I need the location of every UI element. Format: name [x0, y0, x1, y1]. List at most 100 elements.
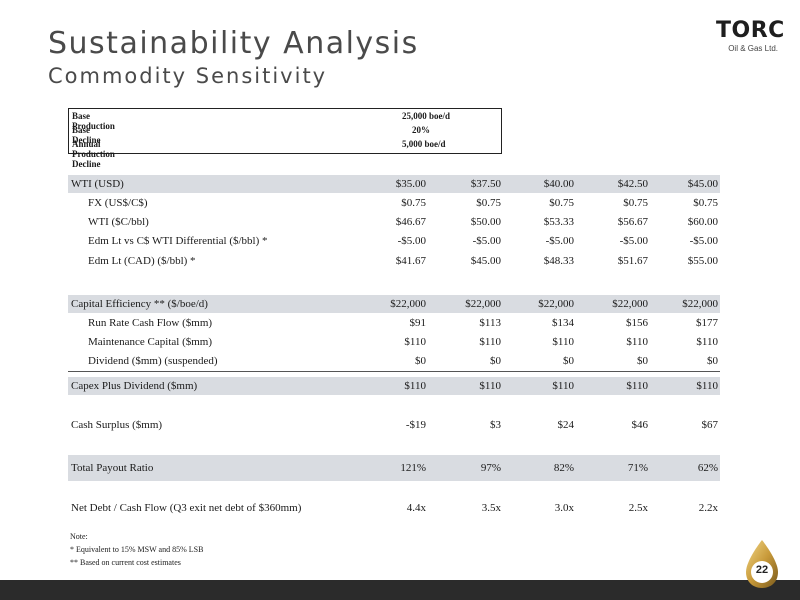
row-value: -$5.00 [689, 235, 718, 247]
table-row-run-rate-cash-flow: Run Rate Cash Flow ($mm) $91 $113 $134 $… [68, 314, 720, 332]
row-label: Edm Lt (CAD) ($/bbl) * [88, 255, 196, 267]
row-value: $0 [563, 355, 574, 367]
table-row-edm-lt: Edm Lt (CAD) ($/bbl) * $41.67 $45.00 $48… [68, 252, 720, 270]
footnote-heading: Note: [70, 532, 88, 541]
row-value: $0.75 [623, 197, 648, 209]
row-value: $0.75 [693, 197, 718, 209]
company-logo: TORC Oil & Gas Ltd. [706, 18, 786, 58]
row-value: $37.50 [470, 178, 501, 190]
table-row-wti-cad: WTI ($C/bbl) $46.67 $50.00 $53.33 $56.67… [68, 213, 720, 231]
row-value: 82% [553, 462, 574, 474]
row-value: 62% [697, 462, 718, 474]
base-label: Base Production [72, 111, 115, 131]
row-value: $0.75 [401, 197, 426, 209]
row-value: 4.4x [406, 502, 426, 514]
table-row-differential: Edm Lt vs C$ WTI Differential ($/bbl) * … [68, 232, 720, 250]
row-value: $110 [626, 336, 648, 348]
row-value: 121% [400, 462, 426, 474]
row-value: $91 [409, 317, 427, 329]
row-value: $177 [696, 317, 718, 329]
row-label: Run Rate Cash Flow ($mm) [88, 317, 213, 329]
row-value: 3.0x [554, 502, 574, 514]
row-value: $0 [490, 355, 501, 367]
oil-drop-icon [746, 540, 778, 588]
table-row-maintenance-capital: Maintenance Capital ($mm) $110 $110 $110… [68, 333, 720, 351]
row-value: $0.75 [476, 197, 501, 209]
row-value: -$5.00 [619, 235, 648, 247]
footnote-item: * Equivalent to 15% MSW and 85% LSB [70, 545, 204, 554]
row-value: $110 [404, 336, 426, 348]
row-value: 2.2x [698, 502, 718, 514]
row-value: $45.00 [687, 178, 718, 190]
row-value: $0.75 [549, 197, 574, 209]
row-value: $41.67 [395, 255, 426, 267]
table-row-capex-plus-dividend: Capex Plus Dividend ($mm) $110 $110 $110… [68, 377, 720, 395]
table-row-net-debt-cash-flow: Net Debt / Cash Flow (Q3 exit net debt o… [68, 499, 720, 517]
row-label: Capital Efficiency ** ($/boe/d) [71, 298, 208, 310]
row-value: 71% [627, 462, 648, 474]
row-value: $0 [637, 355, 648, 367]
base-value: 5,000 boe/d [402, 139, 446, 149]
row-value: $22,000 [465, 298, 501, 310]
row-label: Capex Plus Dividend ($mm) [71, 380, 198, 392]
row-value: $22,000 [390, 298, 426, 310]
row-label: Edm Lt vs C$ WTI Differential ($/bbl) * [88, 235, 268, 247]
row-value: $110 [696, 380, 718, 392]
row-value: $22,000 [612, 298, 648, 310]
row-label: Maintenance Capital ($mm) [88, 336, 213, 348]
row-value: $113 [479, 317, 501, 329]
row-label: FX (US$/C$) [88, 197, 148, 209]
row-value: $46.67 [395, 216, 426, 228]
base-value: 25,000 boe/d [402, 111, 451, 121]
table-row-fx: FX (US$/C$) $0.75 $0.75 $0.75 $0.75 $0.7… [68, 194, 720, 212]
row-value: $56.67 [617, 216, 648, 228]
row-label: Net Debt / Cash Flow (Q3 exit net debt o… [71, 502, 302, 514]
row-value: $3 [490, 419, 501, 431]
row-value: -$5.00 [397, 235, 426, 247]
base-value: 20% [412, 125, 430, 135]
row-value: $110 [552, 380, 574, 392]
table-row-wti-usd: WTI (USD) $35.00 $37.50 $40.00 $42.50 $4… [68, 175, 720, 193]
row-label: Dividend ($mm) (suspended) [88, 355, 218, 367]
row-value: $35.00 [395, 178, 426, 190]
row-value: $110 [626, 380, 648, 392]
row-value: $110 [552, 336, 574, 348]
row-value: $22,000 [682, 298, 718, 310]
row-label: WTI ($C/bbl) [88, 216, 149, 228]
footnotes: Note: * Equivalent to 15% MSW and 85% LS… [70, 530, 203, 569]
row-value: $156 [626, 317, 648, 329]
row-value: $45.00 [470, 255, 501, 267]
page-title: Sustainability Analysis [48, 26, 419, 61]
table-row-cash-surplus: Cash Surplus ($mm) -$19 $3 $24 $46 $67 [68, 416, 720, 434]
row-value: $53.33 [543, 216, 574, 228]
row-value: $48.33 [543, 255, 574, 267]
table-row-capital-efficiency: Capital Efficiency ** ($/boe/d) $22,000 … [68, 295, 720, 313]
row-value: $55.00 [687, 255, 718, 267]
row-value: -$5.00 [472, 235, 501, 247]
row-value: -$5.00 [545, 235, 574, 247]
row-value: 97% [480, 462, 501, 474]
page-subtitle: Commodity Sensitivity [48, 64, 328, 88]
row-value: $60.00 [687, 216, 718, 228]
row-value: $51.67 [617, 255, 648, 267]
row-value: $24 [557, 419, 575, 431]
row-label: WTI (USD) [71, 178, 124, 190]
row-value: $0 [707, 355, 718, 367]
row-value: 3.5x [481, 502, 501, 514]
row-value: $134 [552, 317, 574, 329]
row-value: $42.50 [617, 178, 648, 190]
row-value: $50.00 [470, 216, 501, 228]
row-value: $110 [404, 380, 426, 392]
base-label: Annual Production Decline [72, 139, 115, 169]
row-value: 2.5x [628, 502, 648, 514]
row-value: $0 [415, 355, 426, 367]
row-value: $46 [631, 419, 649, 431]
table-row-total-payout-ratio: Total Payout Ratio 121% 97% 82% 71% 62% [68, 455, 720, 481]
page-number: 22 [755, 564, 769, 576]
footnote-item: ** Based on current cost estimates [70, 558, 181, 567]
row-value: $67 [701, 419, 719, 431]
base-label: Base Decline [72, 125, 101, 145]
footer-bar [0, 580, 800, 600]
table-row-dividend: Dividend ($mm) (suspended) $0 $0 $0 $0 $… [68, 352, 720, 370]
row-label: Cash Surplus ($mm) [71, 419, 163, 431]
